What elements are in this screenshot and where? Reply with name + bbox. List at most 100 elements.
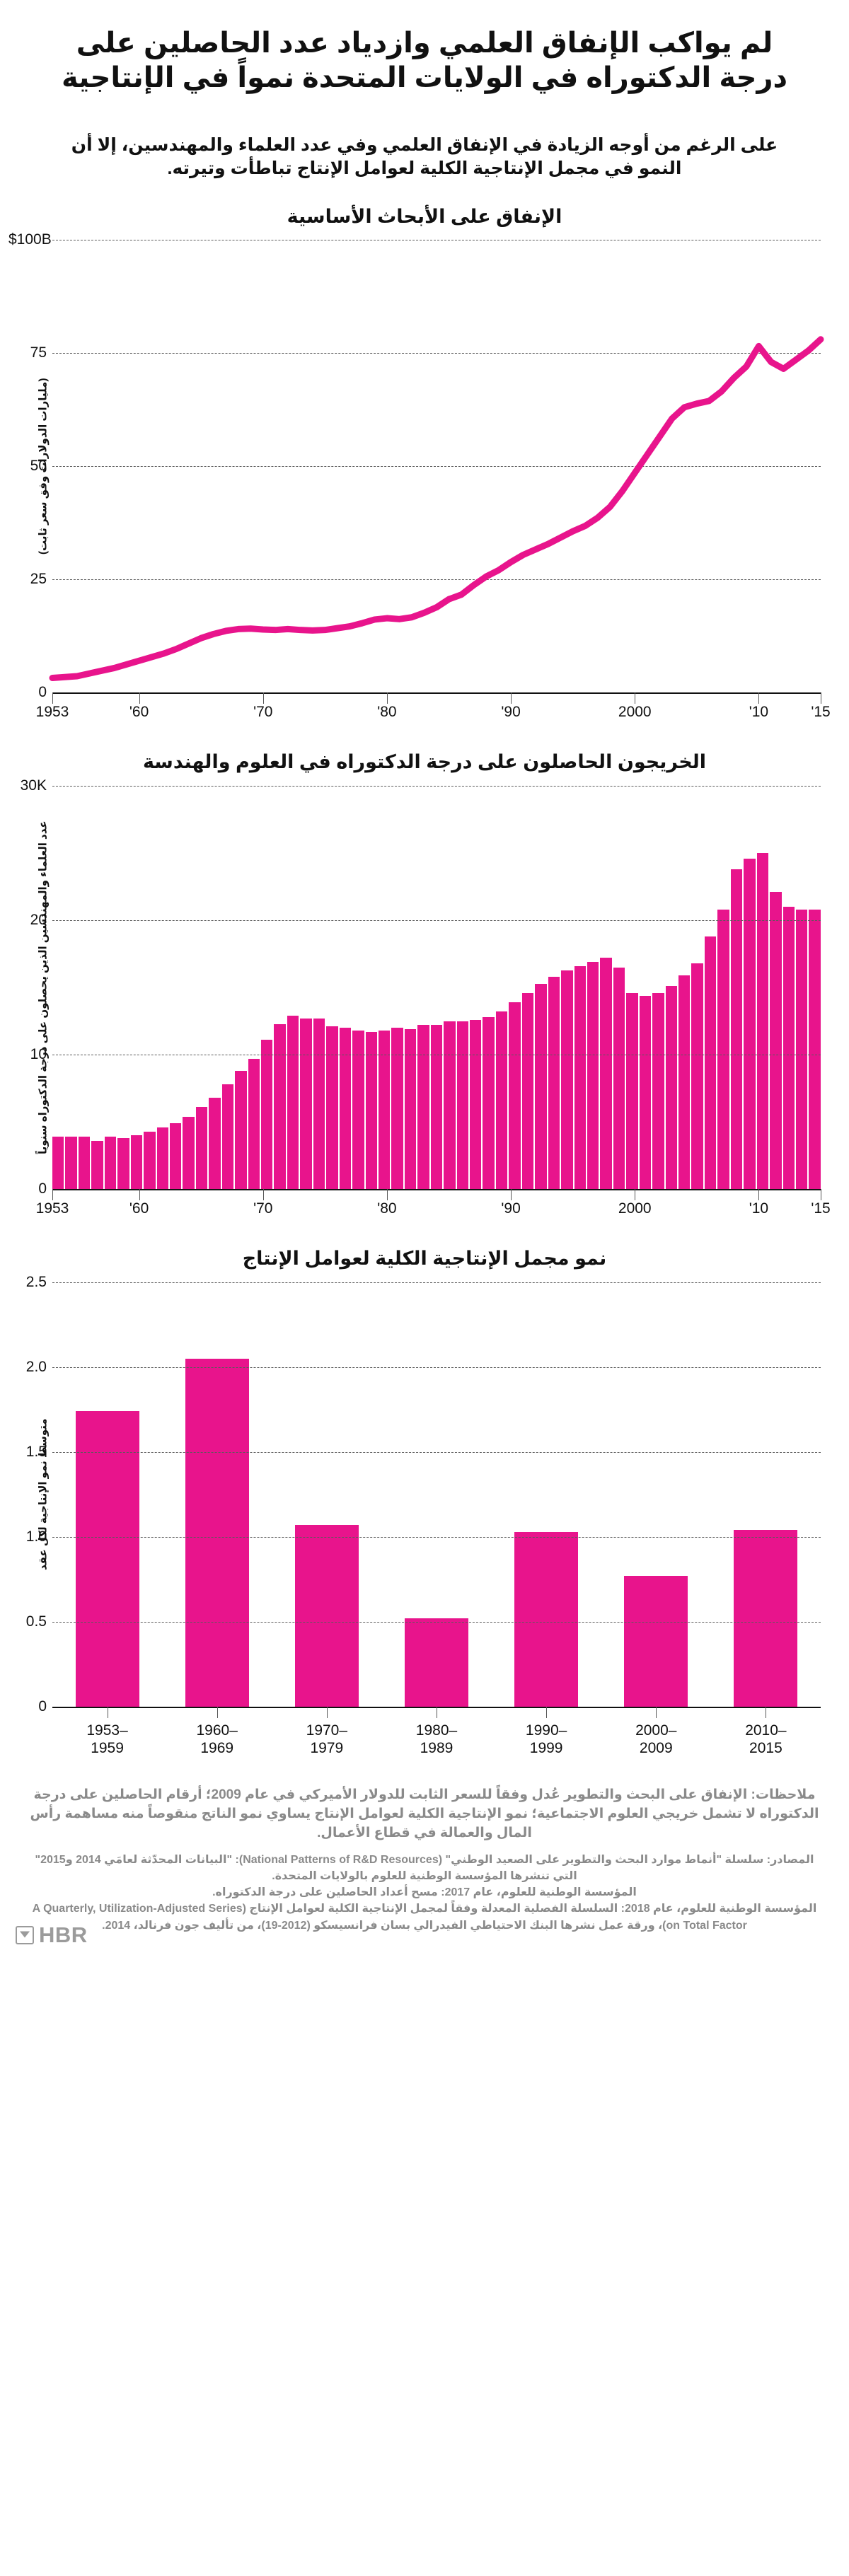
footer-source-line: المصادر: سلسلة "أنماط موارد البحث والتطو… [35, 1853, 814, 1883]
bar [456, 1021, 468, 1190]
chart1-title: الإنفاق على الأبحاث الأساسية [287, 205, 562, 227]
bar [652, 992, 664, 1190]
chart1-x-axis: 1953 '60 '70 '80 '90 2000 '10 '15 [36, 692, 831, 726]
bar [483, 1017, 495, 1190]
chart3-x-axis: 1953– 1959 1960– 1969 1970– 1979 1980– 1989 1990… [52, 1706, 821, 1768]
chart-tfp-growth: نمو مجمل الإنتاجية الكلية لعوامل الإنتاج… [0, 1247, 849, 1768]
bar [574, 965, 586, 1190]
bar [405, 1618, 468, 1707]
x-tick-category-label: 1970– 1979 [272, 1706, 381, 1768]
infographic-page: لم يواكب الإنفاق العلمي وازدياد عدد الحا… [0, 18, 849, 2576]
x-tick-label: '90 [501, 704, 521, 721]
bar [313, 1018, 325, 1190]
footer-notes: ملاحظات: الإنفاق على البحث والتطوير عُدل… [30, 1787, 819, 1840]
line-path [52, 340, 821, 678]
bar-cell [272, 1282, 381, 1707]
bar [444, 1021, 456, 1190]
footer-source-line: المؤسسة الوطنية للعلوم، عام 2018: السلسل… [32, 1903, 817, 1932]
x-tick-category-label: 1960– 1969 [162, 1706, 272, 1768]
bar [782, 907, 795, 1190]
bar-cell [52, 1282, 162, 1707]
bar [91, 1140, 103, 1190]
gridline [52, 692, 821, 695]
x-tick-label: '80 [377, 704, 397, 721]
bar [221, 1084, 234, 1190]
x-tick-mark [139, 1189, 140, 1201]
page-headline: لم يواكب الإنفاق العلمي وازدياد عدد الحا… [61, 27, 787, 93]
bar [78, 1137, 91, 1190]
y-tick-label: $100B [8, 231, 52, 248]
hbr-triangle-icon [16, 1925, 34, 1944]
y-tick-label: 75 [30, 344, 47, 361]
bar [378, 1031, 391, 1190]
bar [261, 1040, 273, 1190]
bar [130, 1135, 143, 1190]
bar [294, 1525, 359, 1707]
bar-cell [601, 1282, 711, 1707]
bar [514, 1531, 579, 1707]
bar [704, 936, 717, 1190]
bar [391, 1028, 403, 1190]
bar-cell [162, 1282, 272, 1707]
bar [75, 1411, 139, 1707]
bar [185, 1358, 249, 1707]
footer-source-line: المؤسسة الوطنية للعلوم، عام 2017: مسح أع… [212, 1886, 637, 1899]
x-tick-category-label: 1953– 1959 [52, 1706, 162, 1768]
hbr-wordmark: HBR [39, 1922, 88, 1947]
bar [600, 958, 612, 1190]
bar [365, 1031, 377, 1190]
chart-science-engineering-phds: الخريجون الحاصلون على درجة الدكتوراه في … [0, 750, 849, 1223]
x-tick-label: '10 [749, 704, 769, 721]
bar [744, 858, 756, 1190]
chart2-bars [52, 786, 821, 1190]
chart2-plot-area: 0 10 20 30K [21, 777, 821, 1197]
x-tick-label: '70 [253, 704, 273, 721]
bar [339, 1028, 352, 1190]
bar [470, 1019, 482, 1190]
bar [495, 1011, 508, 1190]
x-tick-mark [262, 692, 264, 704]
bar [352, 1031, 364, 1190]
bar [274, 1023, 286, 1190]
bar [756, 853, 769, 1190]
bar [639, 995, 652, 1190]
x-tick-label: '70 [253, 1200, 273, 1217]
chart3-plot-area: 0 0.5 1.0 1.5 2.0 2.5 [26, 1274, 821, 1715]
x-tick-label: 2000 [618, 1200, 652, 1217]
bar [509, 1002, 521, 1190]
x-tick-mark [52, 1189, 53, 1201]
bar [717, 910, 729, 1190]
bar [104, 1137, 117, 1190]
bar [417, 1025, 429, 1190]
x-tick-label: '90 [501, 1200, 521, 1217]
x-tick-mark [386, 692, 388, 704]
x-tick-label: '15 [811, 704, 831, 721]
bar [730, 869, 743, 1190]
bar [183, 1116, 195, 1190]
x-tick-category-label: 1990– 1999 [492, 1706, 601, 1768]
bar [795, 910, 808, 1190]
bar [624, 1576, 688, 1707]
x-tick-mark [511, 692, 512, 704]
bar [326, 1026, 338, 1190]
x-tick-label: 1953 [35, 704, 69, 721]
gridline [52, 353, 821, 354]
bar [144, 1131, 156, 1190]
chart1-line-series [52, 240, 821, 692]
x-tick-label: 1953 [35, 1200, 69, 1217]
bar-cell [711, 1282, 821, 1707]
bar [691, 963, 703, 1190]
chart-basic-research-spending: الإنفاق على الأبحاث الأساسية (مليارات ال… [0, 205, 849, 727]
bar [521, 992, 534, 1190]
bar [665, 986, 677, 1190]
bar [300, 1018, 312, 1190]
x-tick-mark [262, 1189, 264, 1201]
chart3-bars [52, 1282, 821, 1707]
x-tick-label: '60 [129, 1200, 149, 1217]
gridline [52, 466, 821, 468]
x-tick-mark [758, 692, 760, 704]
y-tick-label: 25 [30, 571, 47, 588]
bar [52, 1137, 64, 1190]
x-tick-category-label: 2000– 2009 [601, 1706, 711, 1768]
footer: ملاحظات: الإنفاق على البحث والتطوير عُدل… [0, 1786, 849, 1946]
